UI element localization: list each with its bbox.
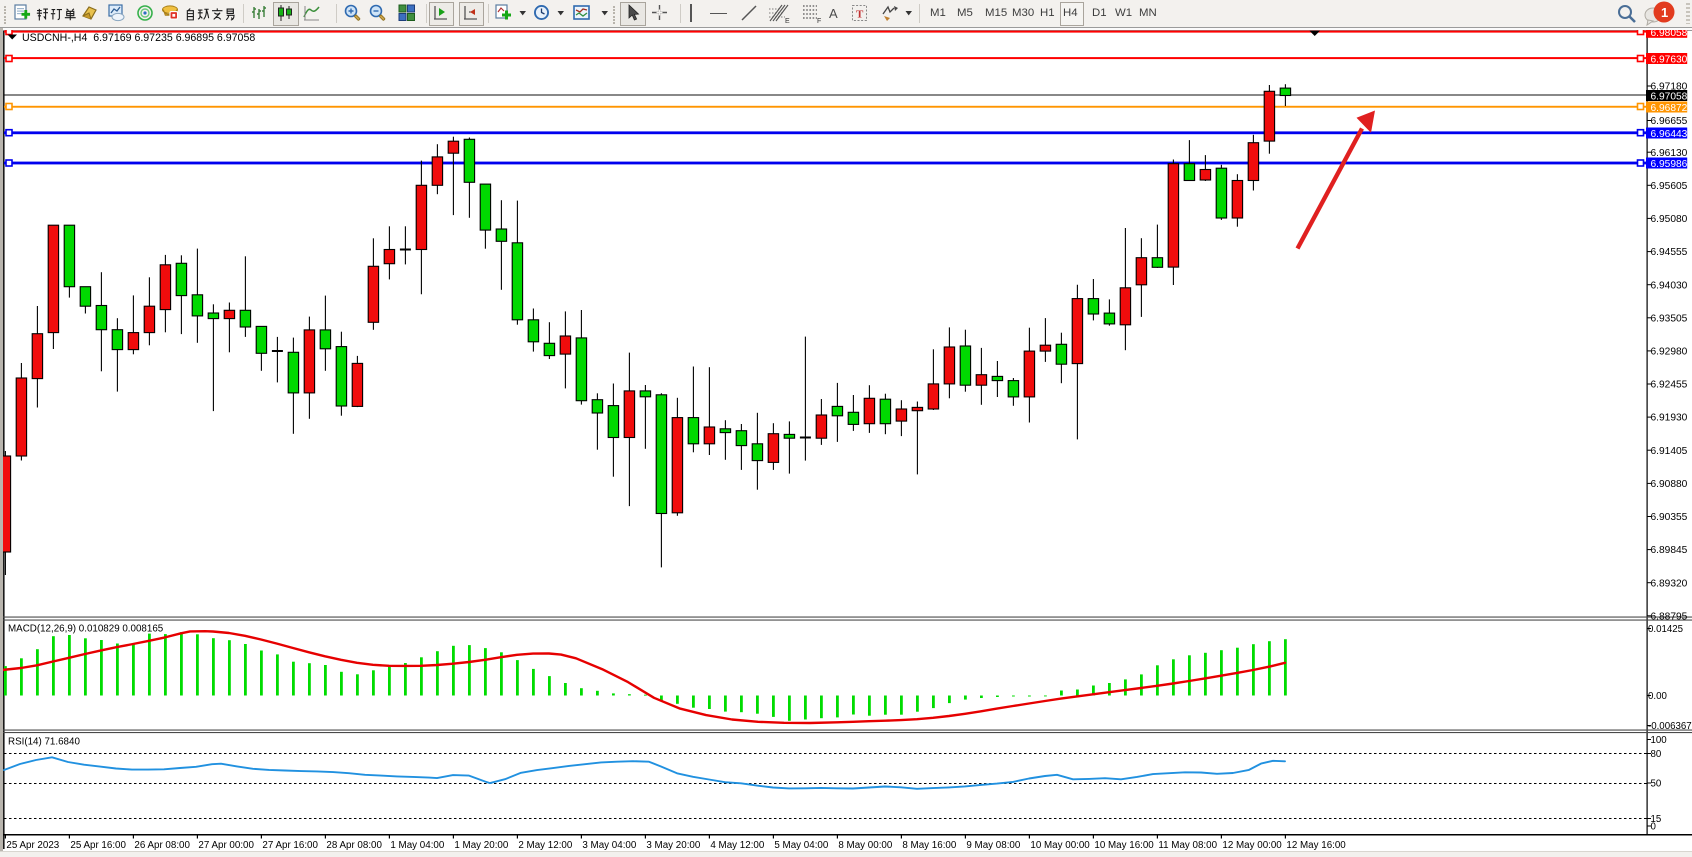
svg-text:6.97180: 6.97180: [1651, 82, 1688, 93]
svg-text:1 May 20:00: 1 May 20:00: [454, 840, 508, 851]
svg-text:26 Apr 08:00: 26 Apr 08:00: [134, 840, 190, 851]
svg-text:28 Apr 08:00: 28 Apr 08:00: [326, 840, 382, 851]
svg-text:8 May 00:00: 8 May 00:00: [838, 840, 892, 851]
svg-text:11 May 08:00: 11 May 08:00: [1158, 840, 1217, 851]
svg-text:15: 15: [1651, 814, 1662, 825]
svg-text:2 May 12:00: 2 May 12:00: [518, 840, 572, 851]
svg-text:6.94555: 6.94555: [1651, 247, 1688, 258]
svg-text:6.92980: 6.92980: [1651, 347, 1688, 358]
svg-text:6.95080: 6.95080: [1651, 214, 1688, 225]
svg-text:6.89845: 6.89845: [1651, 545, 1688, 556]
svg-text:6.92455: 6.92455: [1651, 380, 1688, 391]
svg-text:6.91930: 6.91930: [1651, 413, 1688, 424]
svg-text:F: F: [817, 18, 821, 24]
svg-text:100: 100: [1651, 735, 1668, 746]
svg-text:6.95986: 6.95986: [1651, 159, 1688, 170]
svg-text:T: T: [856, 9, 864, 21]
svg-text:6.93505: 6.93505: [1651, 313, 1688, 324]
svg-text:0: 0: [1651, 822, 1657, 833]
svg-text:27 Apr 00:00: 27 Apr 00:00: [198, 840, 254, 851]
svg-text:5 May 04:00: 5 May 04:00: [774, 840, 828, 851]
svg-text:E: E: [785, 18, 790, 24]
svg-text:6.97058: 6.97058: [1651, 91, 1688, 102]
svg-text:9 May 08:00: 9 May 08:00: [966, 840, 1020, 851]
svg-text:8 May 16:00: 8 May 16:00: [902, 840, 956, 851]
svg-text:-0.006367: -0.006367: [1648, 721, 1692, 732]
svg-text:6.96443: 6.96443: [1651, 129, 1688, 140]
svg-text:27 Apr 16:00: 27 Apr 16:00: [262, 840, 318, 851]
svg-text:6.88795: 6.88795: [1651, 611, 1688, 622]
svg-text:10 May 00:00: 10 May 00:00: [1030, 840, 1090, 851]
svg-text:6.95605: 6.95605: [1651, 181, 1688, 192]
svg-text:USDCNH-,H4 6.97169 6.97235 6.: USDCNH-,H4 6.97169 6.97235 6.96895 6.970…: [22, 32, 255, 44]
svg-text:6.96130: 6.96130: [1651, 148, 1688, 159]
svg-text:3 May 20:00: 3 May 20:00: [646, 840, 700, 851]
svg-text:80: 80: [1651, 749, 1662, 760]
svg-text:3 May 04:00: 3 May 04:00: [582, 840, 636, 851]
svg-text:50: 50: [1651, 779, 1662, 790]
svg-text:0.00: 0.00: [1648, 691, 1667, 702]
svg-text:RSI(14) 71.6840: RSI(14) 71.6840: [8, 737, 80, 748]
svg-text:6.96655: 6.96655: [1651, 116, 1688, 127]
svg-text:25 Apr 16:00: 25 Apr 16:00: [70, 840, 126, 851]
svg-text:4 May 12:00: 4 May 12:00: [710, 840, 764, 851]
svg-text:MACD(12,26,9) 0.010829 0.00816: MACD(12,26,9) 0.010829 0.008165: [8, 624, 164, 635]
svg-text:6.94030: 6.94030: [1651, 280, 1688, 291]
svg-text:25 Apr 2023: 25 Apr 2023: [6, 840, 59, 851]
svg-text:10 May 16:00: 10 May 16:00: [1094, 840, 1154, 851]
svg-text:1 May 04:00: 1 May 04:00: [390, 840, 444, 851]
svg-text:0.01425: 0.01425: [1648, 624, 1683, 635]
svg-text:6.98058: 6.98058: [1651, 28, 1688, 39]
svg-text:1: 1: [1661, 5, 1668, 20]
svg-text:12 May 16:00: 12 May 16:00: [1286, 840, 1346, 851]
svg-text:6.96872: 6.96872: [1651, 103, 1688, 114]
svg-text:6.90880: 6.90880: [1651, 479, 1688, 490]
svg-text:6.97630: 6.97630: [1651, 54, 1688, 65]
svg-text:6.90355: 6.90355: [1651, 512, 1688, 523]
svg-text:6.91405: 6.91405: [1651, 446, 1688, 457]
svg-text:6.89320: 6.89320: [1651, 578, 1688, 589]
svg-text:12 May 00:00: 12 May 00:00: [1222, 840, 1282, 851]
